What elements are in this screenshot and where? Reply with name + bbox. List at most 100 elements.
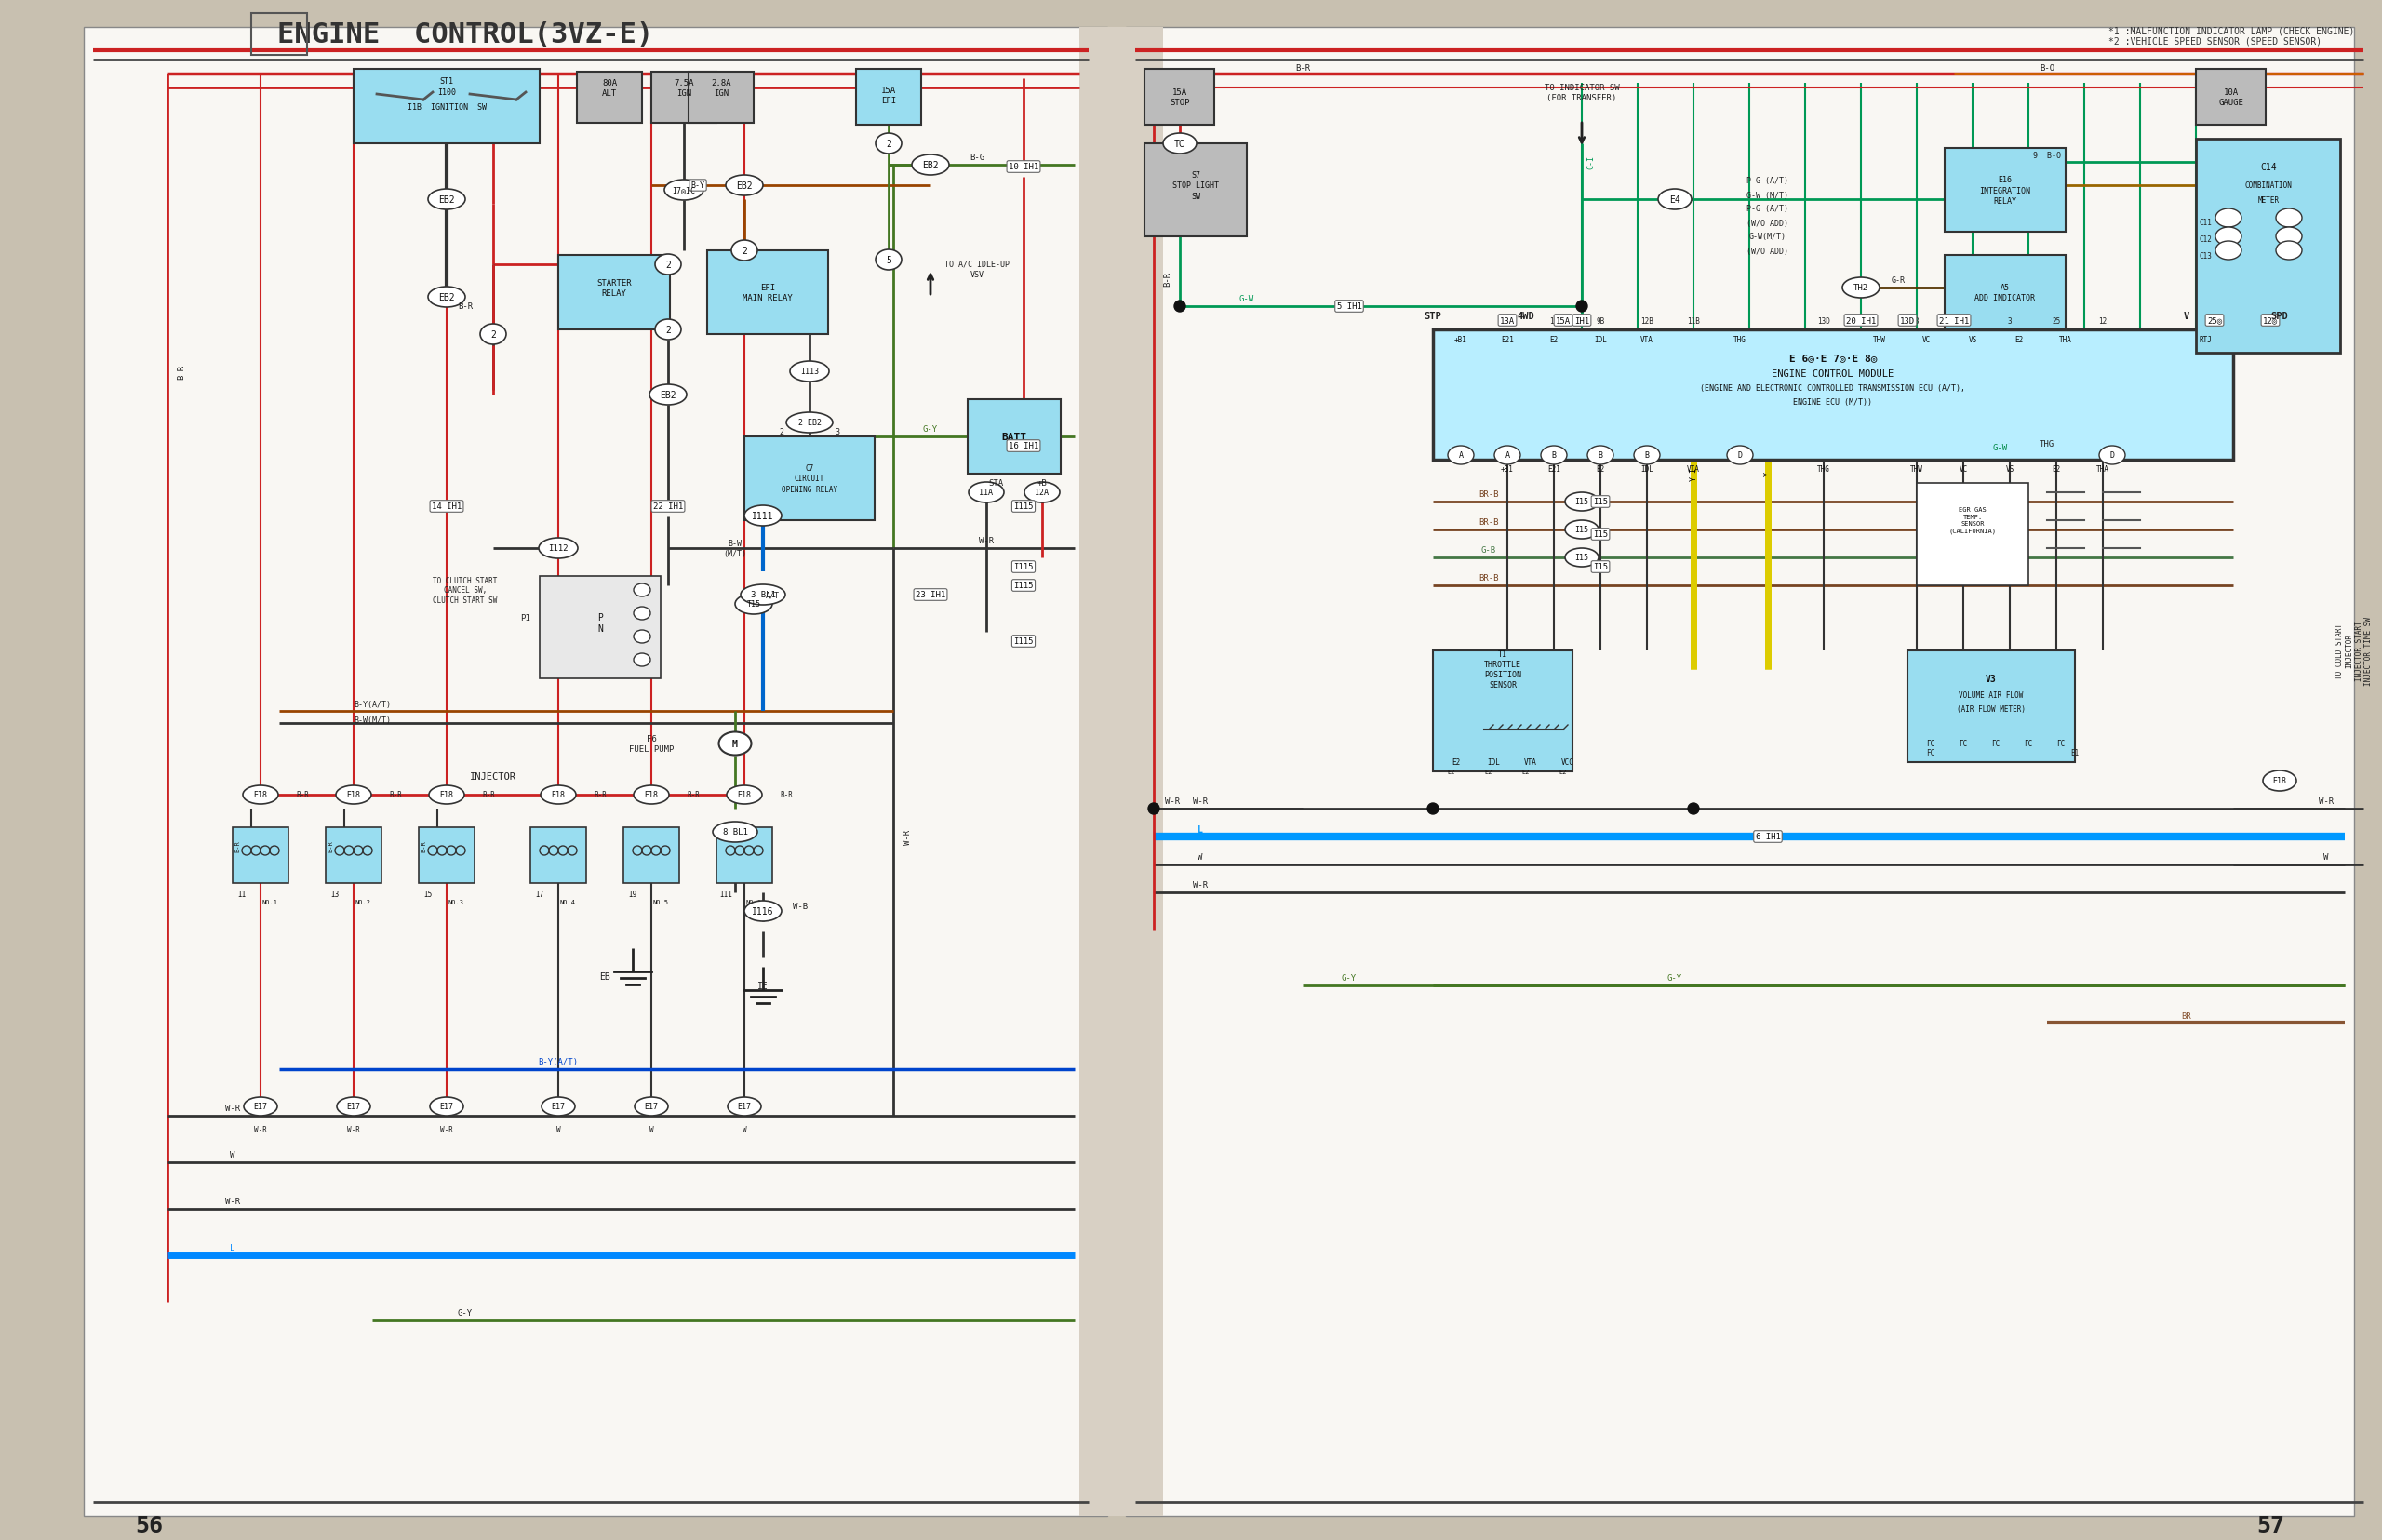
Text: B-R: B-R	[457, 303, 472, 311]
Bar	[541, 576, 660, 679]
Text: E4: E4	[1670, 196, 1679, 205]
Text: I7: I7	[536, 890, 543, 899]
Text: (AIR FLOW METER): (AIR FLOW METER)	[1956, 705, 2025, 713]
Text: FC: FC	[1991, 739, 2001, 748]
Text: S7
STOP LIGHT
SW: S7 STOP LIGHT SW	[1172, 171, 1220, 200]
Text: G-Y: G-Y	[1667, 975, 1682, 983]
Text: I115: I115	[1012, 582, 1034, 590]
Text: *1 :MALFUNCTION INDICATOR LAMP (CHECK ENGINE)
*2 :VEHICLE SPEED SENSOR (SPEED SE: *1 :MALFUNCTION INDICATOR LAMP (CHECK EN…	[2108, 26, 2353, 46]
Text: M: M	[731, 739, 738, 748]
Text: W-R: W-R	[255, 1126, 267, 1133]
Text: 15A: 15A	[1555, 317, 1570, 325]
Ellipse shape	[1565, 493, 1598, 511]
Text: 15: 15	[1551, 317, 1558, 325]
Text: 2.8A
IGN: 2.8A IGN	[712, 79, 731, 97]
Text: E18: E18	[738, 792, 750, 799]
Circle shape	[1577, 302, 1586, 313]
Text: E21: E21	[1501, 336, 1515, 343]
Text: ENGINE  CONTROL(3VZ-E): ENGINE CONTROL(3VZ-E)	[276, 22, 653, 49]
Text: W: W	[1198, 853, 1203, 861]
Ellipse shape	[727, 1098, 762, 1116]
Text: VC: VC	[1922, 336, 1929, 343]
Text: I15: I15	[1575, 497, 1589, 507]
Text: E2: E2	[1453, 758, 1460, 767]
Ellipse shape	[877, 249, 903, 271]
Ellipse shape	[786, 413, 834, 433]
Text: 12: 12	[2099, 317, 2108, 325]
Ellipse shape	[634, 1098, 667, 1116]
Text: 80A
ALT: 80A ALT	[603, 79, 617, 97]
Ellipse shape	[741, 585, 786, 605]
Ellipse shape	[731, 240, 757, 262]
Text: +B1: +B1	[1501, 465, 1515, 474]
Text: ENGINE CONTROL MODULE: ENGINE CONTROL MODULE	[1772, 370, 1894, 379]
Circle shape	[1689, 804, 1698, 815]
Text: STARTER
RELAY: STARTER RELAY	[596, 279, 631, 297]
Text: E18: E18	[550, 792, 565, 799]
Ellipse shape	[2275, 242, 2301, 260]
Text: 8 BL1: 8 BL1	[722, 829, 748, 836]
Ellipse shape	[743, 901, 781, 921]
Text: THG: THG	[2039, 440, 2056, 448]
Text: G-W: G-W	[1239, 296, 1255, 303]
Text: B: B	[1598, 451, 1603, 460]
Text: IDL: IDL	[1641, 465, 1653, 474]
Text: STP: STP	[1424, 311, 1441, 320]
Text: VC: VC	[1958, 465, 1968, 474]
Text: 2: 2	[741, 246, 748, 256]
Text: W-R: W-R	[1165, 798, 1179, 805]
Ellipse shape	[2215, 242, 2241, 260]
Text: P-G (A/T): P-G (A/T)	[1746, 205, 1789, 214]
Text: G-Y: G-Y	[922, 425, 939, 434]
Ellipse shape	[743, 507, 781, 527]
Text: THW: THW	[1872, 336, 1887, 343]
Bar	[967, 400, 1060, 474]
Text: W-R: W-R	[441, 1126, 453, 1133]
Ellipse shape	[712, 822, 757, 842]
Text: W: W	[231, 1150, 236, 1160]
Bar	[1944, 256, 2065, 330]
Text: E18: E18	[252, 792, 267, 799]
Text: B-R: B-R	[481, 792, 495, 799]
Text: A: A	[1505, 451, 1510, 460]
Ellipse shape	[429, 288, 464, 308]
Text: I7◎IC: I7◎IC	[672, 186, 696, 196]
Text: I15: I15	[1575, 554, 1589, 562]
Bar	[531, 827, 586, 884]
Text: F6
FUEL PUMP: F6 FUEL PUMP	[629, 735, 674, 753]
Text: BATT: BATT	[1003, 433, 1027, 442]
Text: 23 IH1: 23 IH1	[915, 591, 946, 599]
Text: A/T: A/T	[765, 591, 779, 599]
Ellipse shape	[541, 785, 576, 804]
Text: W: W	[555, 1126, 560, 1133]
Text: 56: 56	[136, 1514, 162, 1537]
Text: I111: I111	[753, 511, 774, 521]
Text: E1: E1	[2070, 748, 2079, 758]
Text: W: W	[650, 1126, 653, 1133]
Text: 21 IH1: 21 IH1	[1939, 317, 1970, 325]
Text: E18: E18	[348, 792, 360, 799]
Text: T15: T15	[746, 601, 760, 608]
Ellipse shape	[481, 325, 507, 345]
Text: E18: E18	[646, 792, 657, 799]
Text: B-R: B-R	[388, 792, 403, 799]
Text: FC: FC	[1958, 739, 1968, 748]
Text: FC: FC	[2025, 739, 2032, 748]
Bar	[1143, 69, 1215, 126]
Text: I100: I100	[438, 89, 455, 97]
Text: SPD: SPD	[2270, 311, 2289, 320]
Text: D: D	[1736, 451, 1741, 460]
Bar	[688, 72, 753, 123]
Bar	[2196, 69, 2265, 126]
Text: NO.4: NO.4	[560, 899, 576, 906]
Bar	[557, 256, 669, 330]
Bar	[1908, 651, 2075, 762]
Text: I9: I9	[629, 890, 636, 899]
Text: W-R: W-R	[348, 1126, 360, 1133]
Text: G-Y: G-Y	[1341, 975, 1358, 983]
Bar	[743, 437, 874, 521]
Ellipse shape	[1586, 447, 1613, 465]
Text: B: B	[1644, 451, 1648, 460]
Text: 4WD: 4WD	[1517, 311, 1534, 320]
Text: B-R: B-R	[593, 792, 607, 799]
